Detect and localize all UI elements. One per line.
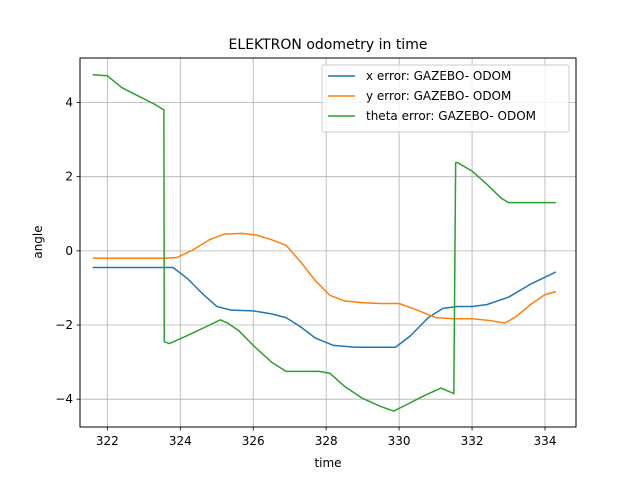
series-line-0 — [92, 266, 557, 349]
chart-title: ELEKTRON odometry in time — [229, 37, 428, 53]
y-tick-label: 2 — [65, 170, 73, 184]
y-tick-label: −4 — [55, 392, 73, 406]
legend-box — [321, 64, 570, 133]
y-tick-label: 0 — [65, 244, 73, 258]
x-tick-label: 322 — [96, 434, 119, 448]
series-lines — [92, 73, 557, 412]
legend-label-0: x error: GAZEBO- ODOM — [366, 69, 511, 83]
grid-lines — [80, 58, 576, 427]
plot-frame — [79, 57, 577, 428]
x-tick-label: 324 — [169, 434, 192, 448]
x-tick-label: 326 — [242, 434, 265, 448]
axis-ticks: 322 324 326 328 330 332 334 −4 −2 0 2 4 — [55, 96, 556, 448]
series-line-1 — [92, 232, 557, 324]
x-tick-label: 334 — [534, 434, 557, 448]
series-line-2 — [92, 73, 556, 412]
x-tick-label: 332 — [461, 434, 484, 448]
legend-label-1: y error: GAZEBO- ODOM — [366, 89, 511, 103]
y-axis-label: angle — [31, 225, 45, 258]
legend-label-2: theta error: GAZEBO- ODOM — [366, 109, 536, 123]
legend: x error: GAZEBO- ODOM y error: GAZEBO- OD… — [321, 64, 570, 133]
y-tick-label: 4 — [65, 96, 73, 110]
x-tick-label: 328 — [315, 434, 338, 448]
x-axis-label: time — [314, 456, 341, 470]
x-tick-label: 330 — [388, 434, 411, 448]
y-tick-label: −2 — [55, 318, 73, 332]
